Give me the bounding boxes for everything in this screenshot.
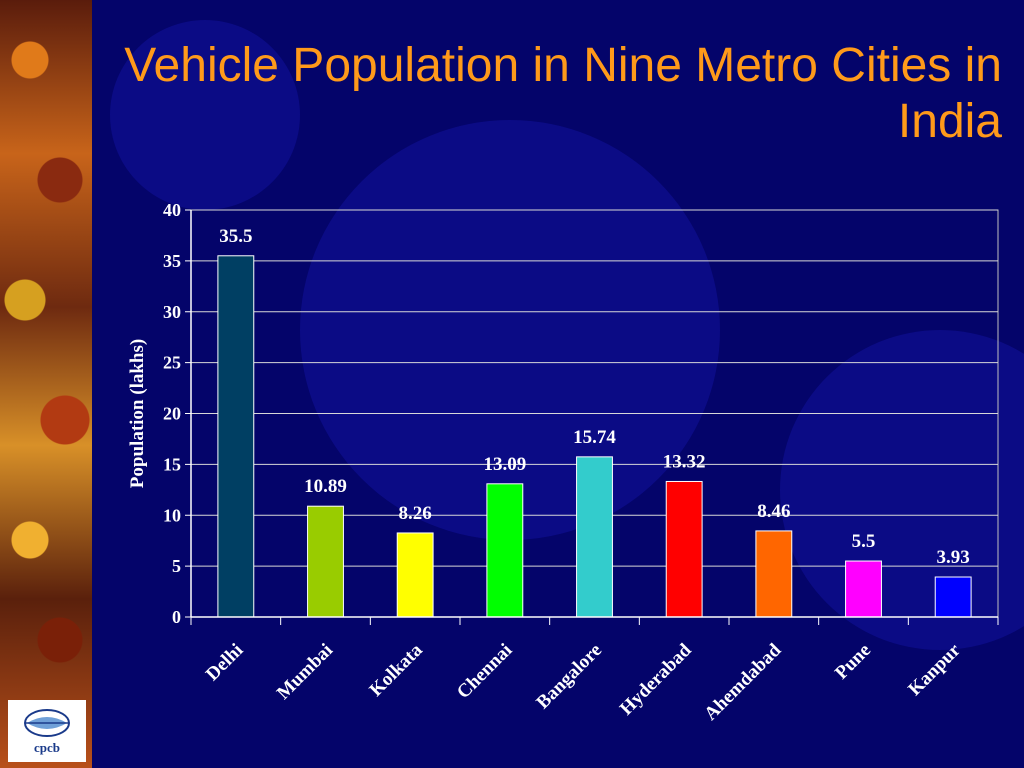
cpcb-emblem-icon	[24, 709, 70, 737]
y-tick-label: 40	[163, 200, 181, 220]
bar-kolkata	[396, 532, 434, 618]
category-label: Pune	[831, 640, 875, 684]
category-label: Kanpur	[904, 639, 965, 700]
value-label: 5.5	[852, 531, 876, 552]
y-tick-label: 20	[163, 404, 181, 424]
cpcb-logo-text: cpcb	[34, 740, 60, 755]
y-tick-label: 15	[163, 454, 181, 474]
value-label: 13.09	[483, 454, 526, 475]
value-label: 8.46	[757, 501, 790, 522]
background-gear-decoration	[780, 330, 1024, 650]
bar-mumbai	[307, 505, 344, 618]
y-tick-label: 35	[163, 251, 181, 271]
y-tick-label: 10	[163, 505, 181, 525]
y-tick-label: 5	[172, 556, 181, 576]
bar-chennai	[486, 483, 524, 618]
value-label: 13.32	[663, 451, 706, 472]
category-label: Kolkata	[366, 639, 427, 700]
category-label: Hyderabad	[616, 639, 696, 719]
bar-ahemdabad	[755, 530, 793, 618]
bar-kanpur	[934, 576, 972, 618]
y-axis-label: Population (lakhs)	[127, 339, 148, 488]
background-gear-decoration	[110, 20, 300, 210]
value-label: 10.89	[304, 476, 347, 497]
category-label: Chennai	[453, 640, 516, 703]
slide-title: Vehicle Population in Nine Metro Cities …	[124, 39, 1002, 148]
category-label: Delhi	[202, 640, 247, 685]
bar-hyderabad	[665, 480, 703, 618]
bar-bangalore	[576, 456, 613, 618]
category-label: Mumbai	[273, 640, 337, 704]
bar-pune	[845, 560, 882, 618]
decorative-gear-strip	[0, 0, 92, 768]
y-tick-label: 25	[163, 353, 181, 373]
value-label: 15.74	[573, 427, 616, 448]
y-tick-label: 0	[172, 607, 181, 627]
cpcb-logo: cpcb	[8, 700, 86, 762]
background-gear-decoration	[300, 120, 720, 540]
y-tick-label: 30	[163, 302, 181, 322]
bar-delhi	[217, 255, 255, 618]
value-label: 8.26	[399, 503, 432, 524]
category-label: Bangalore	[532, 640, 606, 714]
category-label: Ahemdabad	[700, 639, 785, 724]
value-label: 3.93	[937, 547, 970, 568]
value-label: 35.5	[219, 226, 252, 247]
